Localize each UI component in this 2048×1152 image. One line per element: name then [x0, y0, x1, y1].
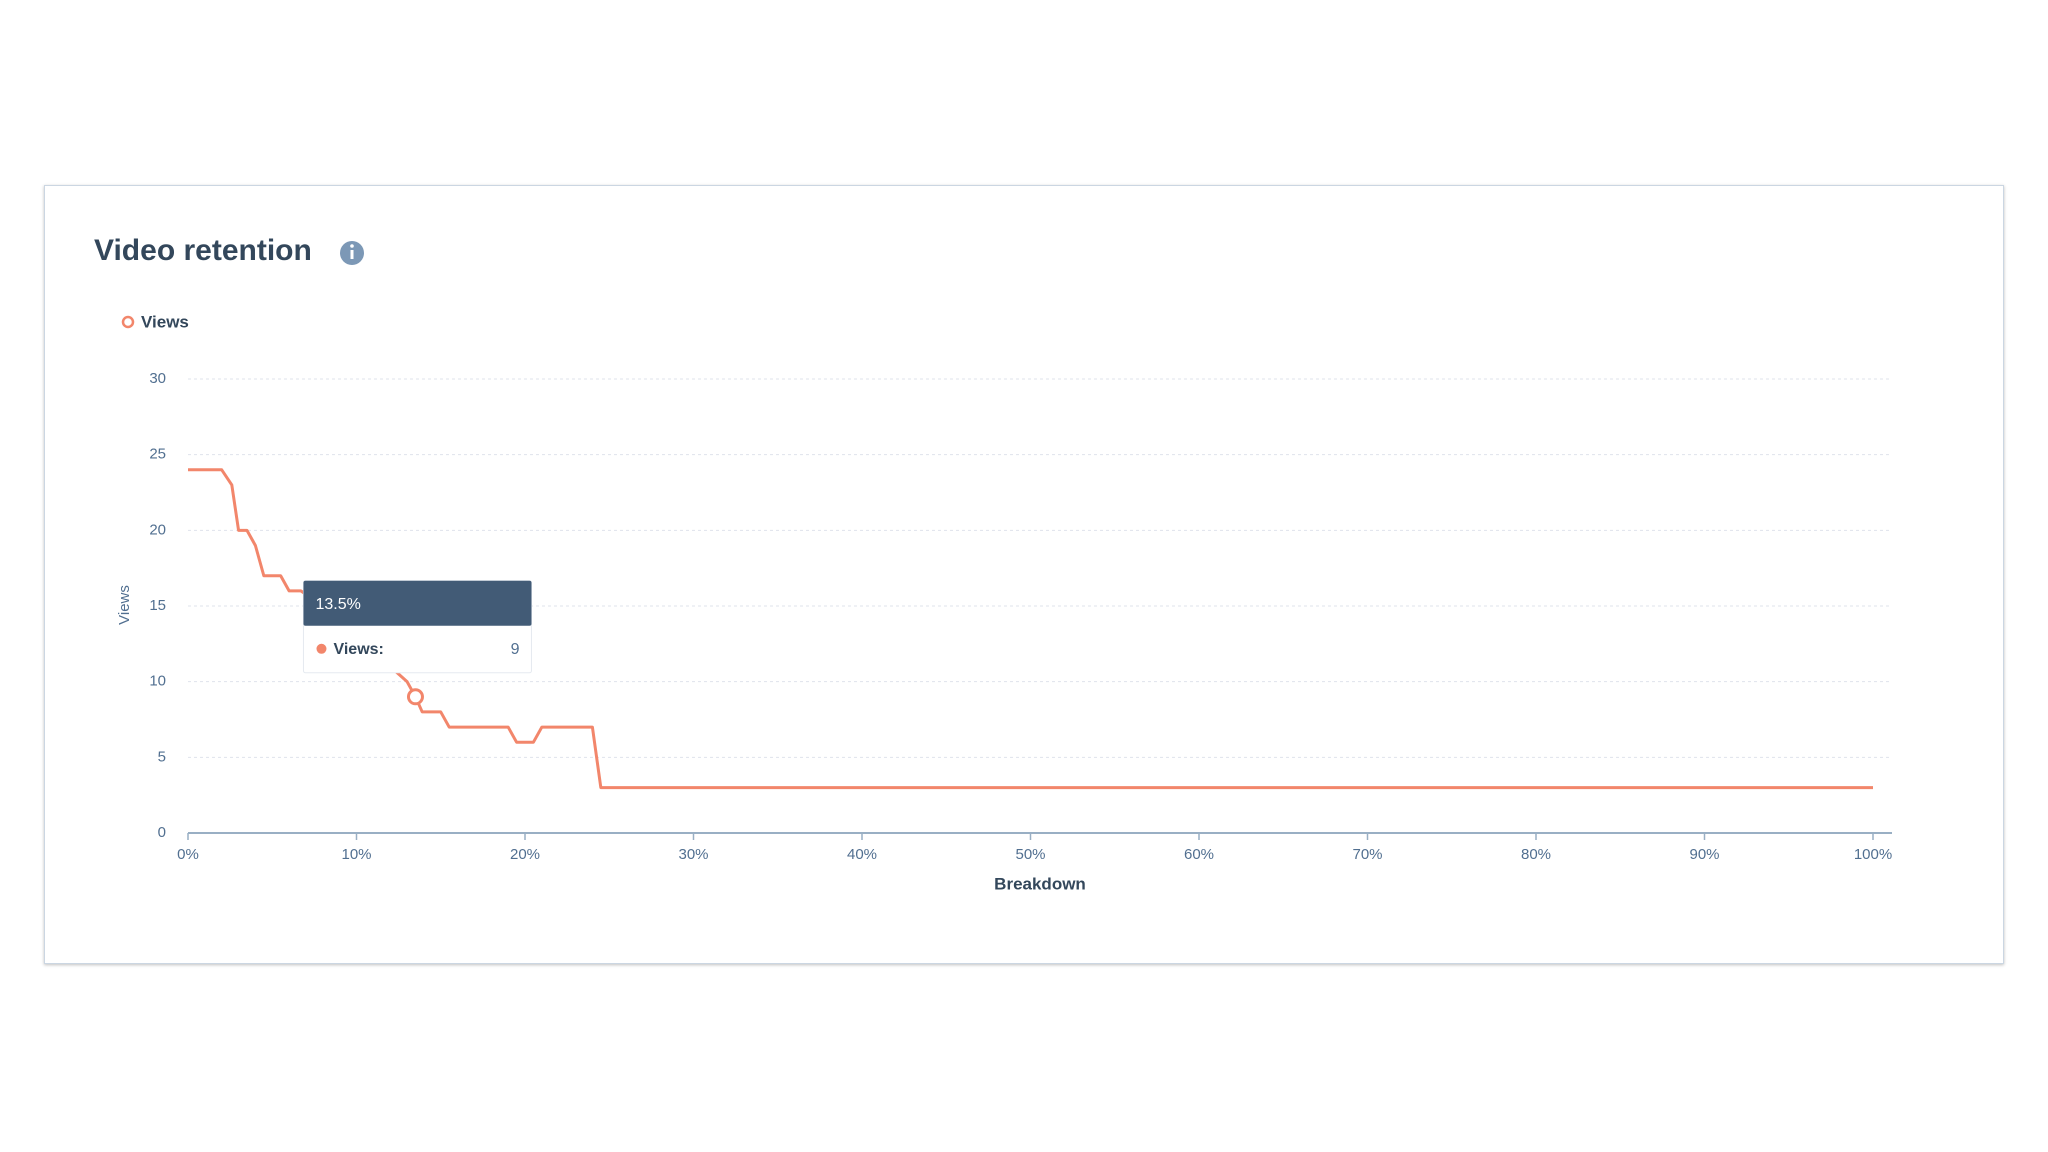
x-tick-label: 80% — [1521, 846, 1551, 863]
chart-title: Video retention — [94, 234, 312, 267]
hover-point — [406, 688, 424, 706]
x-tick-label: 60% — [1184, 846, 1214, 863]
x-tick-label: 90% — [1689, 846, 1719, 863]
info-icon[interactable] — [340, 241, 364, 265]
y-tick-label: 0 — [158, 824, 166, 841]
tooltip-value: 9 — [511, 641, 520, 658]
tooltip-series: Views: — [333, 641, 383, 658]
tooltip-title: 13.5% — [315, 596, 360, 613]
x-tick-label: 70% — [1352, 846, 1382, 863]
y-tick-label: 15 — [149, 597, 166, 614]
tooltip-header — [303, 580, 532, 626]
legend-label[interactable]: Views — [141, 312, 189, 331]
tooltip: 13.5% Views: 9 — [302, 580, 532, 674]
x-tick-label: 100% — [1854, 846, 1892, 863]
info-glyph — [350, 244, 354, 248]
info-glyph — [350, 250, 354, 259]
x-tick-label: 20% — [510, 846, 540, 863]
y-tick-label: 20 — [149, 521, 166, 538]
x-tick-label: 10% — [341, 846, 371, 863]
card — [44, 185, 2004, 964]
y-tick-label: 30 — [149, 370, 166, 387]
x-tick-label: 30% — [678, 846, 708, 863]
tooltip-marker — [316, 643, 327, 654]
legend-marker — [121, 315, 135, 329]
x-tick-label: 0% — [177, 846, 199, 863]
y-tick-label: 5 — [158, 748, 166, 765]
x-axis-label: Breakdown — [994, 874, 1086, 893]
y-tick-label: 10 — [149, 673, 166, 690]
y-axis-label: Views — [116, 585, 133, 625]
x-tick-label: 40% — [847, 846, 877, 863]
x-tick-label: 50% — [1015, 846, 1045, 863]
y-tick-label: 25 — [149, 446, 166, 463]
